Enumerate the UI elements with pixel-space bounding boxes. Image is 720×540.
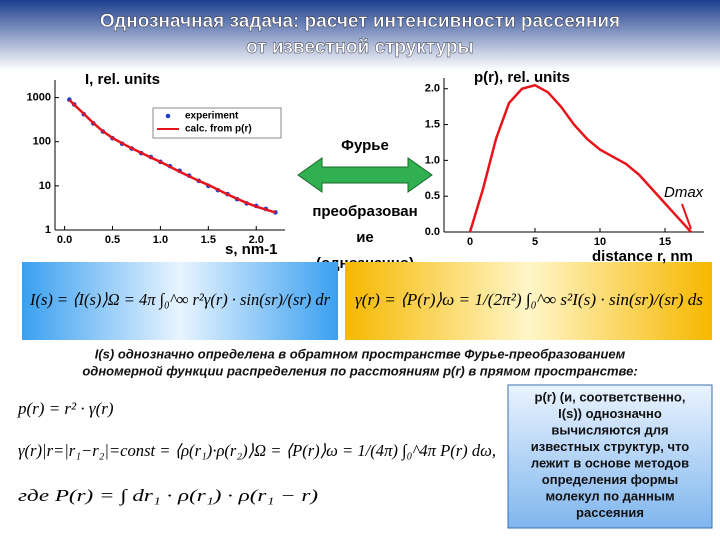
y-tick-label: 2.0 xyxy=(425,83,440,95)
y-axis-label: p(r), rel. units xyxy=(474,69,570,86)
header-band xyxy=(0,0,720,70)
note-line: определения формы xyxy=(542,472,678,487)
y-tick-label: 0.5 xyxy=(425,190,440,202)
legend-label: calc. from p(r) xyxy=(185,124,252,135)
transform-text: ие xyxy=(356,229,374,246)
y-tick-label: 100 xyxy=(33,136,51,148)
x-tick-label: 5 xyxy=(532,236,538,248)
x-axis-label: s, nm-1 xyxy=(225,241,278,258)
x-tick-label: 0 xyxy=(467,236,473,248)
formula-box xyxy=(345,262,712,340)
note: p(r) (и, соответственно, I(s)) однозначно… xyxy=(531,389,689,520)
y-tick-label: 10 xyxy=(39,180,51,192)
note-line: p(r) (и, соответственно, xyxy=(535,389,686,404)
note-line: рассеяния xyxy=(576,505,644,520)
annotation: Dmax xyxy=(664,184,704,201)
paragraph: I(s) однозначно определена в обратном пр… xyxy=(95,346,626,361)
y-tick-label: 0.0 xyxy=(425,226,440,238)
x-tick-label: 2.0 xyxy=(249,234,264,246)
data-line xyxy=(468,83,692,233)
x-axis-label: distance r, nm xyxy=(592,248,693,265)
formula: I(s) = ⟨I(s)⟩Ω = 4π ∫₀^∞ r²γ(r) · sin(sr… xyxy=(29,290,330,310)
equation: где P(r) = ∫ dr₁ · ρ(r₁) · ρ(r₁ − r) xyxy=(18,486,318,506)
data-line xyxy=(68,99,276,214)
formula-box xyxy=(22,262,338,340)
equation: γ(r)|r=|r₁−r₂|=const = ⟨ρ(r₁)·ρ(r₂)⟩Ω = … xyxy=(18,441,496,461)
transform-text: преобразован xyxy=(312,203,417,220)
paragraph: одномерной функции распределения по расс… xyxy=(82,363,637,378)
annotation-arrow xyxy=(681,203,692,230)
y-tick-label: 1.0 xyxy=(425,154,440,166)
legend-box xyxy=(152,107,282,139)
transform-label: Фурье xyxy=(341,137,389,154)
y-tick-label: 1.5 xyxy=(425,118,440,130)
note-line: I(s)) однозначно xyxy=(558,406,662,421)
equation: p(r) = r² · γ(r) xyxy=(17,399,114,418)
double-arrow xyxy=(297,157,433,193)
formula: γ(r) = ⟨P(r)⟩ω = 1/(2π²) ∫₀^∞ s²I(s) · s… xyxy=(355,290,703,310)
y-tick-label: 1 xyxy=(45,224,51,236)
x-tick-label: 1.0 xyxy=(153,234,168,246)
note-box xyxy=(507,384,713,529)
y-axis-label: I, rel. units xyxy=(85,71,160,88)
x-tick-label: 15 xyxy=(659,236,671,248)
x-tick-label: 0.0 xyxy=(57,234,72,246)
note-line: лежит в основе методов xyxy=(531,455,689,470)
y-tick-label: 1000 xyxy=(27,91,51,103)
x-tick-label: 10 xyxy=(594,236,606,248)
legend-label: experiment xyxy=(185,111,239,122)
note-line: молекул по данным xyxy=(545,488,674,503)
note-line: известных структур, что xyxy=(531,439,689,454)
title: от известной структуры xyxy=(246,37,474,58)
legend-marker xyxy=(165,113,171,119)
title: Однозначная задача: расчет интенсивности… xyxy=(100,11,620,32)
note-line: вычисляются для xyxy=(551,422,668,437)
x-tick-label: 0.5 xyxy=(105,234,120,246)
x-tick-label: 1.5 xyxy=(201,234,216,246)
